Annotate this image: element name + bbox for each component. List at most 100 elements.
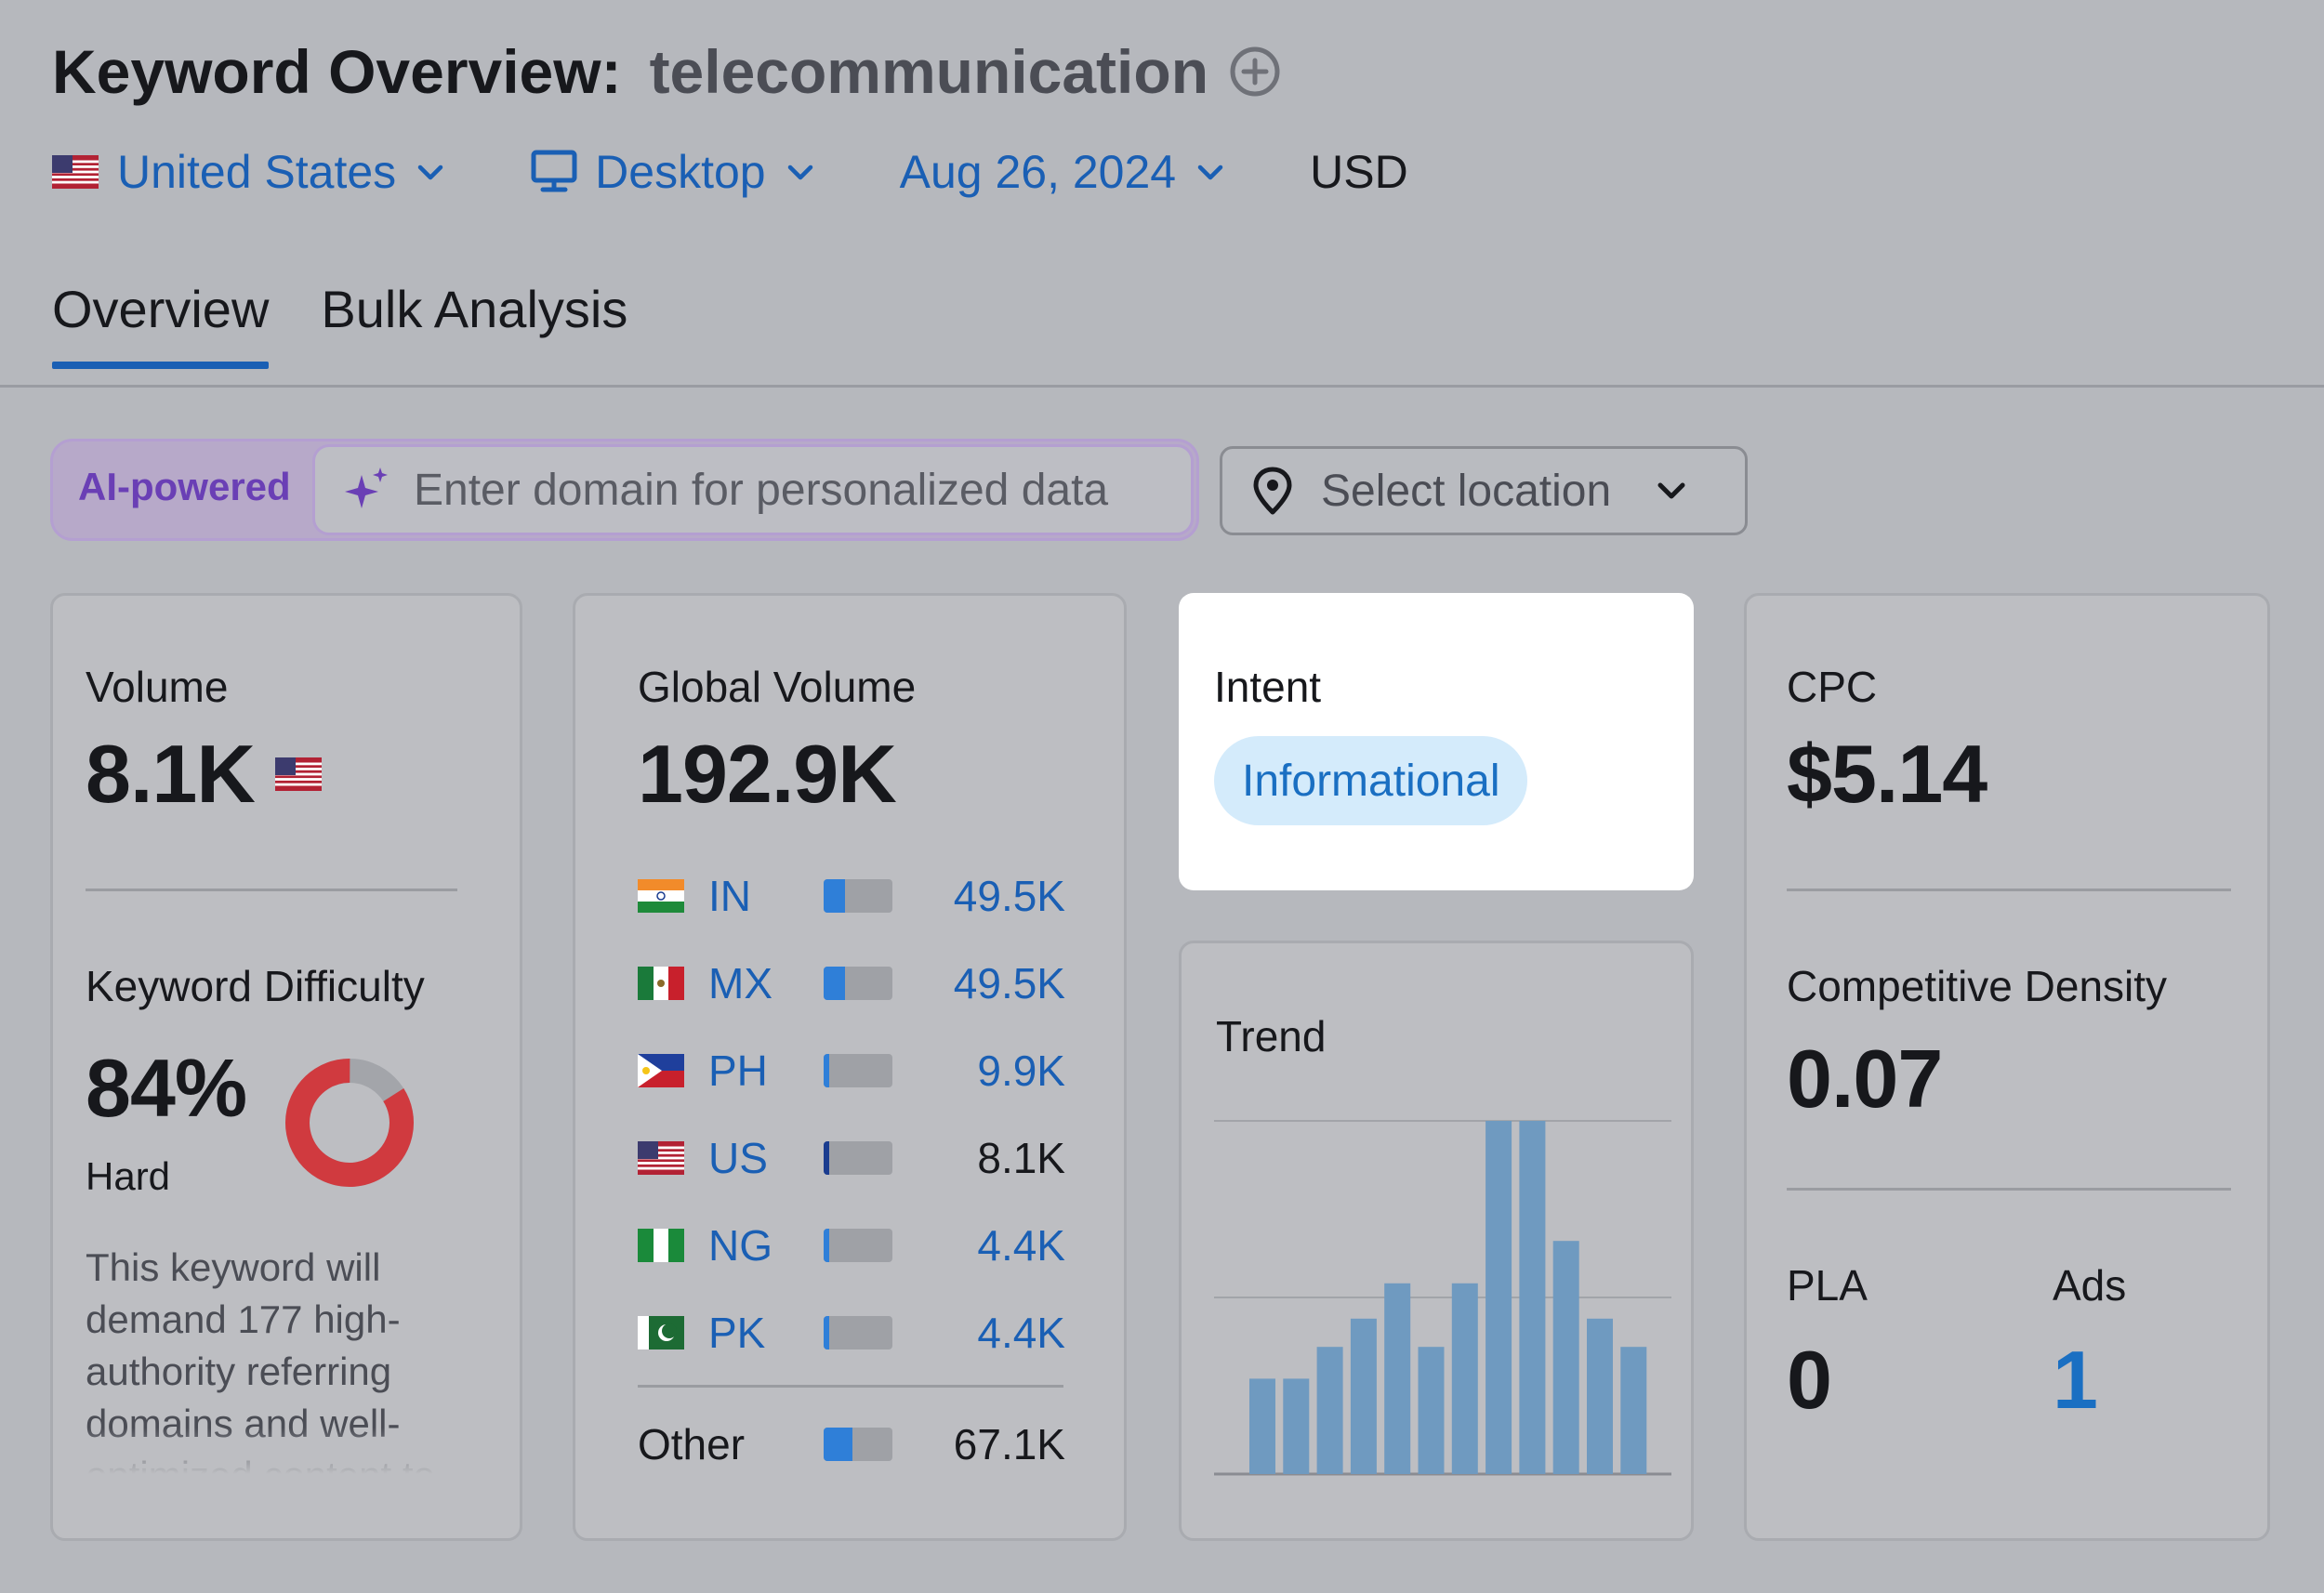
cpc-card [1744, 593, 2270, 1541]
nigeria-flag-icon [638, 1229, 684, 1262]
pla-value: 0 [1787, 1334, 1832, 1426]
other-share-bar [824, 1428, 892, 1461]
country-volume: 8.1K [977, 1134, 1065, 1182]
country-share-bar [824, 1316, 892, 1349]
intent-badge[interactable]: Informational [1214, 736, 1528, 825]
kd-donut-chart [285, 1059, 414, 1187]
us-flag-icon [638, 1141, 684, 1175]
country-row-us: US 8.1K [638, 1130, 1065, 1186]
volume-value: 8.1K [86, 728, 256, 820]
domain-input[interactable] [414, 464, 1176, 516]
page-title: Keyword Overview: [52, 37, 622, 106]
country-row-in[interactable]: IN 49.5K [638, 868, 1065, 924]
country-code: IN [708, 872, 751, 920]
trend-bar[interactable] [1451, 1283, 1478, 1474]
country-label: United States [117, 146, 397, 198]
country-code: PH [708, 1047, 768, 1095]
cpc-label: CPC [1787, 663, 1878, 711]
country-share-bar [824, 1054, 892, 1087]
country-row-ph[interactable]: PH 9.9K [638, 1043, 1065, 1099]
intent-label: Intent [1214, 663, 1322, 711]
country-volume: 49.5K [953, 872, 1065, 920]
trend-bar[interactable] [1620, 1347, 1647, 1474]
currency-label: USD [1310, 146, 1408, 198]
other-volume: 67.1K [953, 1420, 1065, 1468]
kd-donut-arc [285, 1059, 414, 1187]
domain-input-wrapper [312, 444, 1194, 535]
country-volume: 4.4K [977, 1221, 1065, 1270]
desktop-icon [531, 150, 577, 192]
trend-bar[interactable] [1486, 1121, 1512, 1474]
chevron-down-icon [1197, 165, 1223, 180]
volume-card [50, 593, 522, 1541]
mexico-flag-icon [638, 967, 684, 1000]
global-volume-value: 192.9K [638, 728, 897, 820]
keyword-title: telecommunication [649, 37, 1209, 106]
trend-bar[interactable] [1350, 1318, 1377, 1474]
country-code: PK [708, 1309, 766, 1357]
country-code: NG [708, 1221, 772, 1270]
trend-bar[interactable] [1384, 1283, 1411, 1474]
kd-value: 84% [86, 1042, 247, 1134]
india-flag-icon [638, 879, 684, 913]
trend-bar[interactable] [1587, 1318, 1613, 1474]
kd-level: Hard [86, 1154, 171, 1198]
location-pin-icon [1253, 467, 1292, 515]
country-volume: 49.5K [953, 959, 1065, 1007]
cpc-divider [1787, 889, 2231, 891]
tab-overview[interactable]: Overview [52, 279, 270, 369]
competitive-density-divider [1787, 1188, 2231, 1191]
ads-value[interactable]: 1 [2053, 1334, 2098, 1426]
philippines-flag-icon [638, 1054, 684, 1087]
us-flag-icon [52, 155, 99, 189]
location-select[interactable]: Select location [1220, 446, 1748, 535]
device-dropdown[interactable]: Desktop [530, 145, 815, 199]
ai-powered-label: AI-powered [78, 465, 291, 508]
country-volume: 4.4K [977, 1309, 1065, 1357]
chevron-down-icon [417, 165, 443, 180]
tabs-divider [0, 385, 2324, 388]
country-row-mx[interactable]: MX 49.5K [638, 955, 1065, 1011]
us-flag-icon [274, 757, 322, 791]
country-dropdown[interactable]: United States [52, 145, 446, 199]
trend-bar[interactable] [1316, 1347, 1343, 1474]
ads-label: Ads [2053, 1261, 2127, 1310]
global-volume-label: Global Volume [638, 663, 917, 711]
trend-bar[interactable] [1249, 1378, 1275, 1474]
date-dropdown[interactable]: Aug 26, 2024 [900, 145, 1227, 199]
date-label: Aug 26, 2024 [899, 146, 1177, 198]
competitive-density-value: 0.07 [1787, 1033, 1943, 1125]
filter-bar: United States Desktop Aug 26, 2024 USD [52, 139, 1408, 204]
country-code: US [708, 1134, 768, 1182]
kd-description-fade [86, 1428, 476, 1474]
trend-bar[interactable] [1552, 1241, 1579, 1474]
country-share-bar [824, 879, 892, 913]
sparkle-icon [345, 467, 388, 508]
country-row-ng[interactable]: NG 4.4K [638, 1218, 1065, 1273]
trend-bar-chart [1214, 1120, 1671, 1476]
device-label: Desktop [595, 146, 766, 198]
cpc-value: $5.14 [1787, 728, 1987, 820]
pla-label: PLA [1787, 1261, 1868, 1310]
country-code: MX [708, 959, 772, 1007]
page-header: Keyword Overview: telecommunication [52, 30, 1281, 113]
trend-label: Trend [1216, 1012, 1327, 1060]
chevron-down-icon [1657, 482, 1685, 499]
volume-divider [86, 889, 457, 891]
chevron-down-icon [787, 165, 812, 180]
trend-bar[interactable] [1283, 1378, 1310, 1474]
location-label: Select location [1321, 466, 1612, 516]
country-share-bar [824, 967, 892, 1000]
country-row-pk[interactable]: PK 4.4K [638, 1305, 1065, 1361]
country-volume: 9.9K [977, 1047, 1065, 1095]
kd-label: Keyword Difficulty [86, 962, 425, 1010]
add-circle-icon[interactable] [1229, 46, 1281, 98]
trend-bar[interactable] [1418, 1347, 1445, 1474]
other-label: Other [638, 1420, 746, 1468]
global-volume-divider [638, 1385, 1063, 1388]
tab-bulk-analysis[interactable]: Bulk Analysis [321, 280, 628, 338]
trend-bar[interactable] [1519, 1121, 1546, 1474]
country-share-bar [824, 1229, 892, 1262]
competitive-density-label: Competitive Density [1787, 962, 2168, 1010]
country-row-other: Other 67.1K [638, 1416, 1065, 1472]
